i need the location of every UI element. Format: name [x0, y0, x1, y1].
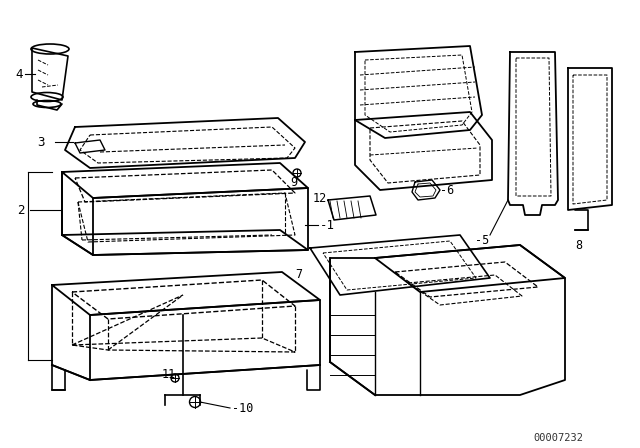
- Text: 00007232: 00007232: [533, 433, 583, 443]
- Text: 7: 7: [295, 268, 302, 281]
- Text: 11: 11: [162, 369, 176, 382]
- Text: 3: 3: [37, 135, 45, 148]
- Text: -5: -5: [475, 233, 489, 246]
- Text: 2: 2: [17, 203, 24, 216]
- Text: 8: 8: [575, 238, 582, 251]
- Text: 9: 9: [290, 176, 297, 189]
- Text: 4: 4: [15, 68, 22, 81]
- Text: -1: -1: [320, 219, 335, 232]
- Text: 12: 12: [313, 191, 327, 204]
- Text: -6: -6: [440, 184, 454, 197]
- Text: -10: -10: [232, 401, 253, 414]
